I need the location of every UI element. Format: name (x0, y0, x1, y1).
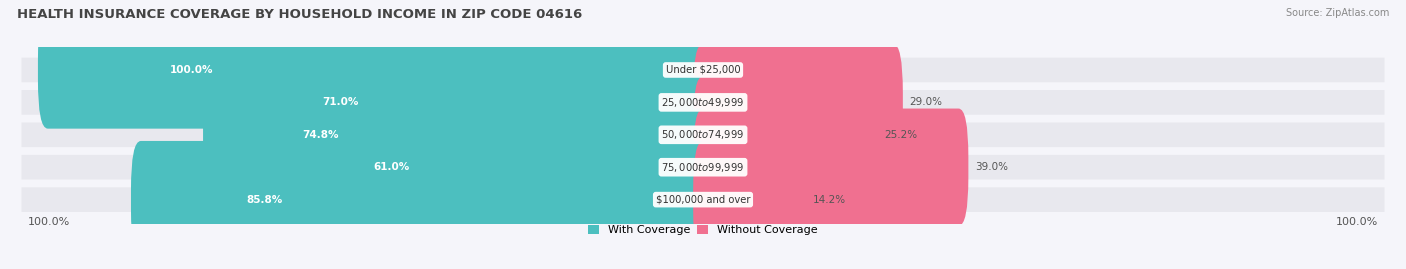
Text: 100.0%: 100.0% (1336, 217, 1378, 227)
FancyBboxPatch shape (693, 141, 806, 258)
Text: 100.0%: 100.0% (170, 65, 214, 75)
FancyBboxPatch shape (202, 76, 713, 193)
Text: 39.0%: 39.0% (974, 162, 1008, 172)
FancyBboxPatch shape (693, 109, 969, 226)
FancyBboxPatch shape (21, 155, 1385, 179)
Legend: With Coverage, Without Coverage: With Coverage, Without Coverage (583, 220, 823, 240)
FancyBboxPatch shape (21, 187, 1385, 212)
Text: 14.2%: 14.2% (813, 195, 845, 205)
Text: $75,000 to $99,999: $75,000 to $99,999 (661, 161, 745, 174)
Text: $100,000 and over: $100,000 and over (655, 195, 751, 205)
FancyBboxPatch shape (693, 76, 877, 193)
Text: 74.8%: 74.8% (302, 130, 339, 140)
FancyBboxPatch shape (228, 44, 713, 161)
FancyBboxPatch shape (131, 141, 713, 258)
Text: 61.0%: 61.0% (373, 162, 409, 172)
Text: Under $25,000: Under $25,000 (665, 65, 741, 75)
Text: 85.8%: 85.8% (246, 195, 283, 205)
FancyBboxPatch shape (21, 122, 1385, 147)
FancyBboxPatch shape (38, 11, 713, 129)
FancyBboxPatch shape (21, 90, 1385, 115)
Text: $50,000 to $74,999: $50,000 to $74,999 (661, 128, 745, 141)
Text: 71.0%: 71.0% (322, 97, 359, 107)
FancyBboxPatch shape (21, 58, 1385, 82)
Text: $25,000 to $49,999: $25,000 to $49,999 (661, 96, 745, 109)
Text: HEALTH INSURANCE COVERAGE BY HOUSEHOLD INCOME IN ZIP CODE 04616: HEALTH INSURANCE COVERAGE BY HOUSEHOLD I… (17, 8, 582, 21)
Text: 100.0%: 100.0% (28, 217, 70, 227)
FancyBboxPatch shape (294, 109, 713, 226)
Text: 29.0%: 29.0% (910, 97, 942, 107)
FancyBboxPatch shape (693, 44, 903, 161)
Text: Source: ZipAtlas.com: Source: ZipAtlas.com (1285, 8, 1389, 18)
Text: 25.2%: 25.2% (884, 130, 918, 140)
